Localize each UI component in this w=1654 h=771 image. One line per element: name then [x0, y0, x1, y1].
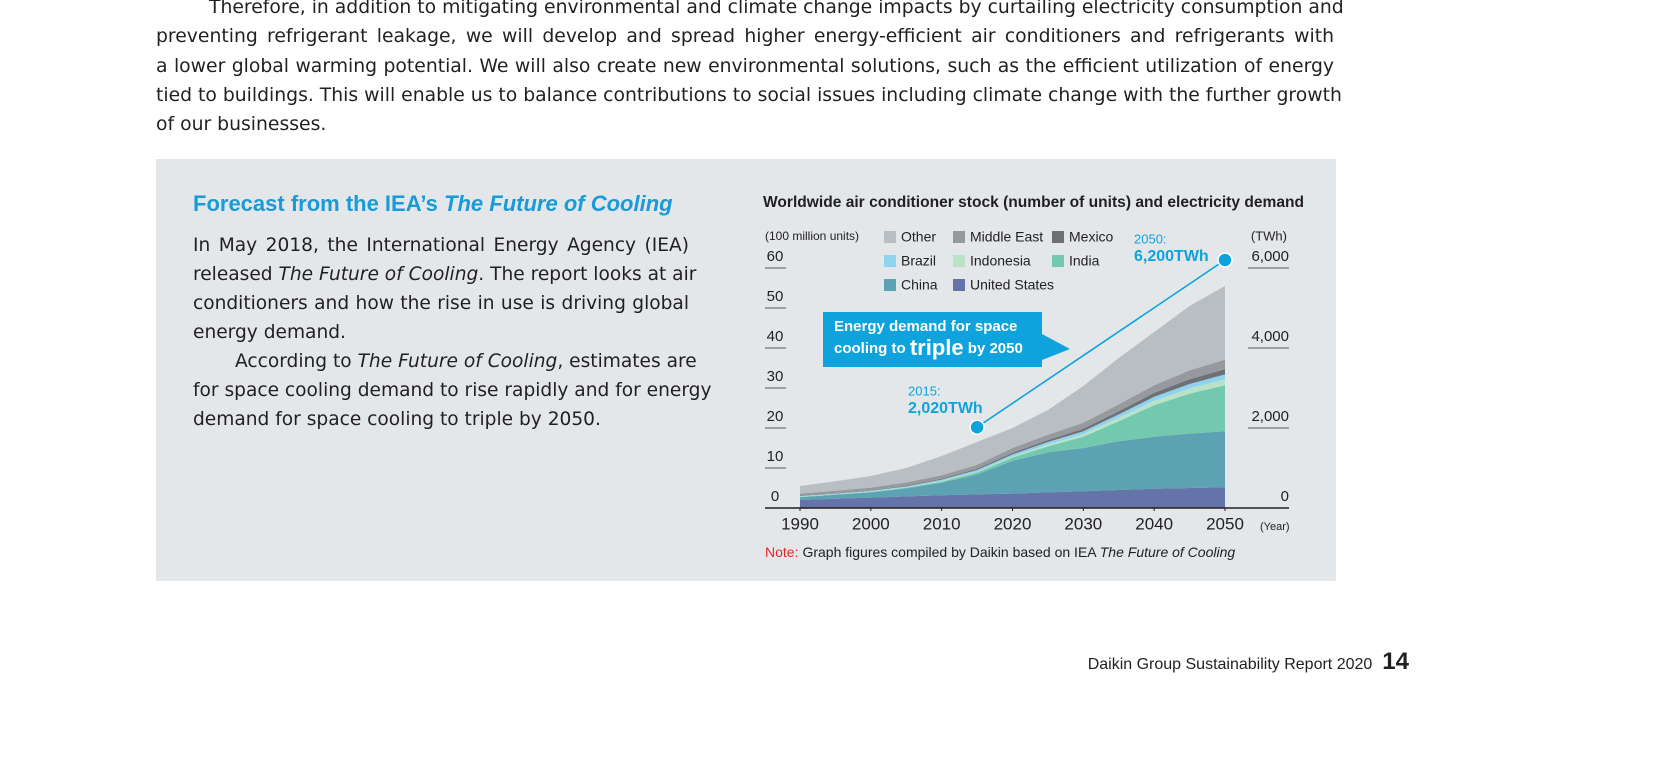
heading-text: Forecast from the IEA’s — [193, 191, 445, 216]
report-name: Daikin Group Sustainability Report 2020 — [1087, 656, 1373, 673]
text-line: According to The Future of Cooling, esti… — [193, 347, 697, 376]
text-line: for space cooling demand to rise rapidly… — [193, 376, 711, 405]
legend-label: Brazil — [901, 253, 936, 269]
legend-swatch — [953, 255, 965, 267]
x-tick-label: 2040 — [1135, 514, 1173, 533]
text-line: Therefore, in addition to mitigating env… — [209, 0, 1344, 18]
text-line: released The Future of Cooling. The repo… — [193, 260, 696, 289]
box-paragraph: In May 2018, the International Energy Ag… — [193, 231, 711, 434]
text: released — [193, 264, 279, 285]
annotation-value: 6,200TWh — [1134, 248, 1209, 265]
text-line: preventing refrigerant leakage, we will … — [156, 26, 1334, 48]
x-tick-label: 2000 — [852, 514, 890, 533]
annotation-value: 2,020TWh — [908, 400, 983, 417]
text-line: demand for space cooling to triple by 20… — [193, 405, 689, 434]
callout-box — [823, 312, 1070, 367]
text: energy demand. — [193, 322, 346, 343]
text-line: In May 2018, the International Energy Ag… — [193, 231, 689, 260]
text-line: conditioners and how the rise in use is … — [193, 289, 689, 318]
x-tick-label: 2050 — [1206, 514, 1244, 533]
text: . The report looks at air — [478, 264, 697, 285]
legend-swatch — [1052, 255, 1064, 267]
text: , estimates are — [557, 351, 697, 372]
y2-tick-label: 4,000 — [1251, 328, 1289, 345]
x-tick-label: 2020 — [994, 514, 1032, 533]
intro-paragraph: Therefore, in addition to mitigating env… — [156, 0, 1344, 139]
y-tick-label: 30 — [767, 368, 784, 385]
legend-label: Indonesia — [970, 253, 1031, 269]
y-tick-label: 10 — [767, 448, 784, 465]
legend-label: China — [901, 277, 938, 293]
area — [800, 374, 1225, 497]
callout-text: cooling to triple by 2050 — [834, 335, 1023, 360]
demand-point — [969, 419, 985, 435]
text-line: energy demand. — [193, 318, 689, 347]
y2-tick-label: 2,000 — [1251, 408, 1289, 425]
y2-axis-label: (TWh) — [1251, 228, 1287, 243]
y2-tick-label: 6,000 — [1251, 248, 1289, 265]
text: conditioners and how the rise in use is … — [193, 293, 689, 314]
callout-part: cooling to — [834, 340, 910, 357]
demand-line — [976, 259, 1226, 428]
text: demand for space cooling to triple by 20… — [193, 409, 601, 430]
legend-swatch — [884, 255, 896, 267]
legend-label: India — [1069, 253, 1100, 269]
y-tick-label: 50 — [767, 288, 784, 305]
legend-swatch — [953, 279, 965, 291]
italic-text: The Future of Cooling — [278, 264, 479, 285]
area — [800, 487, 1225, 508]
text-line: of our businesses. — [156, 114, 327, 136]
italic-text: The Future of Cooling — [357, 351, 558, 372]
text-line: tied to buildings. This will enable us t… — [156, 84, 1342, 106]
y2-tick-label: 0 — [1281, 488, 1289, 505]
callout-text: Energy demand for space — [834, 318, 1017, 335]
area — [800, 379, 1225, 497]
legend-label: Middle East — [970, 229, 1043, 245]
demand-point — [1217, 252, 1233, 268]
callout-part: by 2050 — [964, 340, 1023, 357]
y-axis-label: (100 million units) — [765, 229, 859, 243]
y-tick-label: 20 — [767, 408, 784, 425]
text: In May 2018, the International Energy Ag… — [193, 235, 689, 256]
y-tick-label: 0 — [771, 488, 779, 505]
legend-label: Mexico — [1069, 229, 1114, 245]
x-tick-label: 2030 — [1064, 514, 1102, 533]
legend-swatch — [884, 279, 896, 291]
legend-swatch — [1052, 231, 1064, 243]
note-italic: The Future of Cooling — [1100, 544, 1236, 560]
note-text: Graph figures compiled by Daikin based o… — [802, 544, 1099, 560]
text: According to — [235, 351, 358, 372]
legend-swatch — [953, 231, 965, 243]
page-number: 14 — [1382, 648, 1409, 675]
box-heading: Forecast from the IEA’s The Future of Co… — [193, 191, 673, 217]
y-tick-label: 60 — [767, 248, 784, 265]
annotation-label: 2015: — [908, 383, 941, 398]
heading-italic: The Future of Cooling — [444, 191, 673, 216]
legend-label: Other — [901, 229, 936, 245]
text: for space cooling demand to rise rapidly… — [193, 380, 712, 401]
footer: Daikin Group Sustainability Report 2020 1… — [1088, 648, 1409, 676]
x-axis-label: (Year) — [1260, 521, 1290, 533]
x-tick-label: 2010 — [923, 514, 961, 533]
chart-title: Worldwide air conditioner stock (number … — [763, 194, 1304, 211]
text-line: a lower global warming potential. We wil… — [156, 55, 1334, 77]
callout-emphasis: triple — [910, 335, 964, 360]
x-tick-label: 1990 — [781, 514, 819, 533]
legend-label: United States — [970, 277, 1054, 293]
area — [800, 431, 1225, 500]
note-label: Note: — [765, 544, 798, 560]
annotation-label: 2050: — [1134, 231, 1167, 246]
area — [800, 286, 1225, 494]
area — [800, 385, 1225, 498]
legend-swatch — [884, 231, 896, 243]
y-tick-label: 40 — [767, 328, 784, 345]
chart-note: Note: Graph figures compiled by Daikin ba… — [765, 544, 1235, 560]
